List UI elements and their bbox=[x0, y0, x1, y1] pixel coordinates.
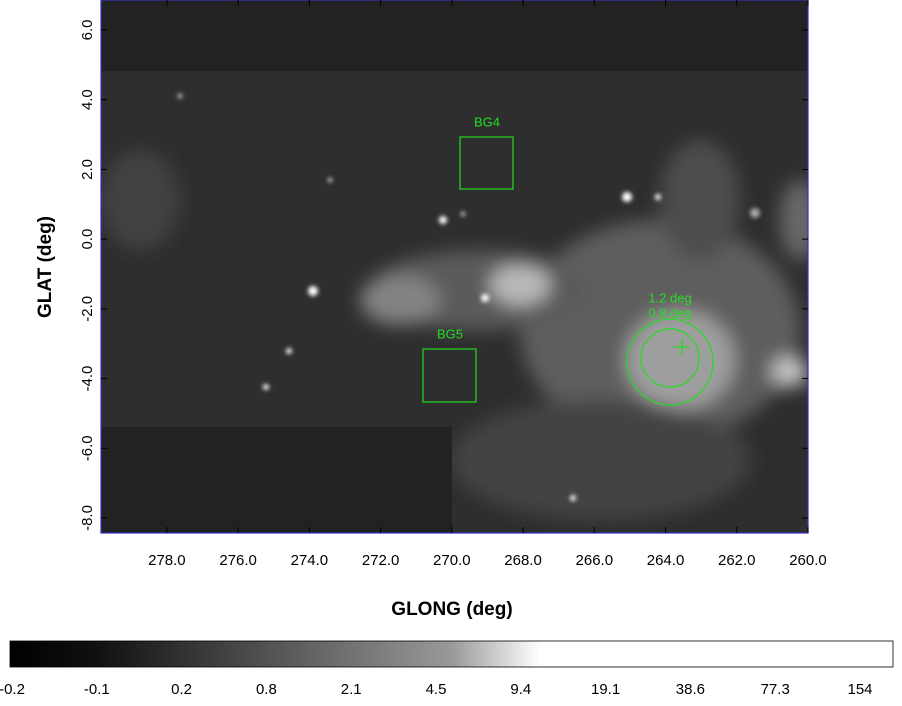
y-tick-label: -8.0 bbox=[79, 505, 96, 531]
region-label: 0.8 deg bbox=[648, 305, 691, 320]
colorbar-label: 0.2 bbox=[171, 681, 192, 698]
x-axis-label: GLONG (deg) bbox=[391, 599, 512, 620]
x-tick-label: 260.0 bbox=[789, 552, 827, 569]
colorbar-label: -0.1 bbox=[84, 681, 110, 698]
region-label: BG4 bbox=[474, 114, 500, 129]
x-tick-label: 266.0 bbox=[576, 552, 614, 569]
page: BG4 BG5 1.2 deg 0.8 deg GLONG (deg) GLAT… bbox=[0, 0, 902, 706]
x-tick-label: 268.0 bbox=[504, 552, 542, 569]
sky-image bbox=[100, 0, 820, 533]
x-tick-label: 278.0 bbox=[148, 552, 186, 569]
x-tick-label: 270.0 bbox=[433, 552, 471, 569]
y-tick-label: 6.0 bbox=[79, 20, 96, 41]
colorbar-label: 19.1 bbox=[591, 681, 620, 698]
colorbar-label: -0.2 bbox=[0, 681, 25, 698]
colorbar-label: 2.1 bbox=[341, 681, 362, 698]
x-tick-label: 264.0 bbox=[647, 552, 685, 569]
y-tick-label: 2.0 bbox=[79, 159, 96, 180]
colorbar-label: 0.8 bbox=[256, 681, 277, 698]
y-tick-label: -2.0 bbox=[79, 296, 96, 322]
colorbar-label: 4.5 bbox=[426, 681, 447, 698]
region-label: BG5 bbox=[437, 326, 463, 341]
y-tick-label: 4.0 bbox=[79, 89, 96, 110]
y-tick-label: -6.0 bbox=[79, 435, 96, 461]
y-axis-label: GLAT (deg) bbox=[35, 216, 56, 318]
x-tick-label: 274.0 bbox=[291, 552, 329, 569]
x-tick-label: 276.0 bbox=[219, 552, 257, 569]
region-label: 1.2 deg bbox=[648, 290, 691, 305]
x-tick-label: 272.0 bbox=[362, 552, 400, 569]
x-tick-label: 262.0 bbox=[718, 552, 756, 569]
colorbar-label: 38.6 bbox=[676, 681, 705, 698]
colorbar-label: 9.4 bbox=[510, 681, 531, 698]
y-tick-label: 0.0 bbox=[79, 229, 96, 250]
y-tick-label: -4.0 bbox=[79, 366, 96, 392]
colorbar-label: 154 bbox=[847, 681, 872, 698]
colorbar-label: 77.3 bbox=[761, 681, 790, 698]
colorbar bbox=[10, 641, 893, 667]
